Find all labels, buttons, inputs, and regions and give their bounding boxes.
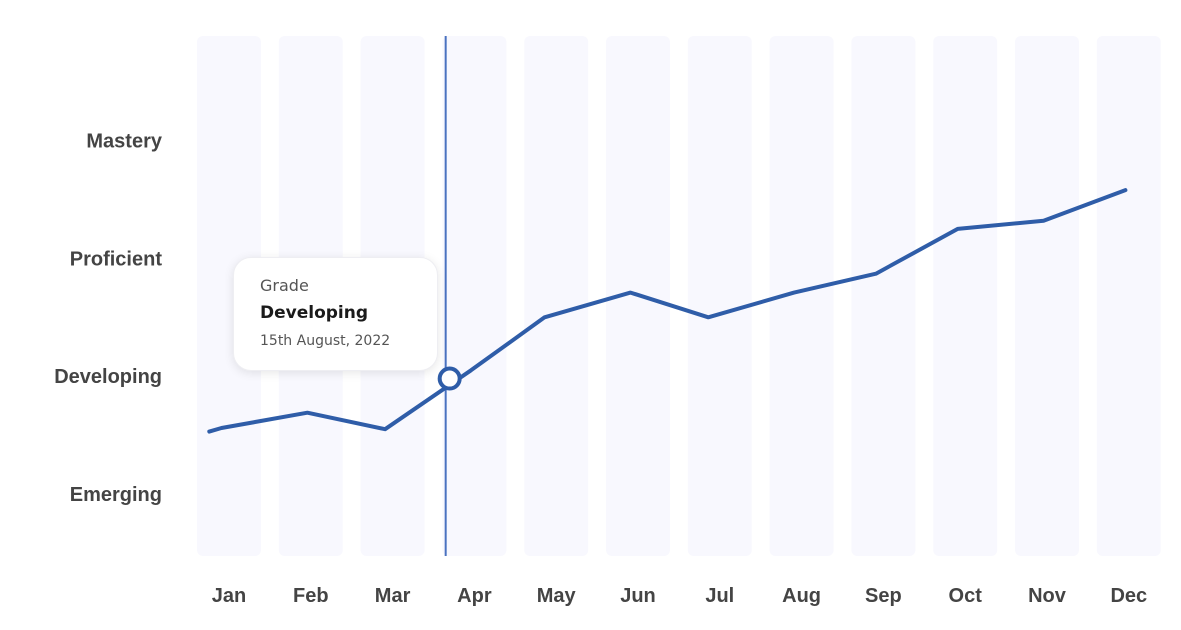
x-tick-label-apr: Apr — [457, 585, 492, 607]
month-bands — [197, 36, 1161, 556]
x-tick-label-may: May — [537, 585, 577, 607]
data-tooltip: Grade Developing 15th August, 2022 — [233, 257, 438, 371]
x-axis-labels: Jan Feb Mar Apr May Jun Jul Aug Sep Oct Nov Dec — [212, 585, 1147, 607]
y-tick-label-emerging: Emerging — [70, 484, 162, 506]
x-tick-label-nov: Nov — [1028, 585, 1067, 607]
tooltip-label: Grade — [260, 276, 309, 295]
series-line — [207, 188, 1128, 434]
x-tick-label-jan: Jan — [212, 585, 246, 607]
y-axis-labels: Emerging Developing Proficient Mastery — [54, 131, 163, 506]
tooltip-value: Developing — [260, 303, 369, 323]
tooltip-date: 15th August, 2022 — [260, 333, 391, 349]
x-tick-label-mar: Mar — [375, 585, 411, 607]
x-tick-label-oct: Oct — [949, 585, 983, 607]
x-tick-label-aug: Aug — [782, 585, 821, 607]
month-band-jan — [197, 36, 261, 556]
x-tick-label-feb: Feb — [293, 585, 329, 607]
x-tick-label-sep: Sep — [865, 585, 902, 607]
month-band-aug — [769, 36, 834, 556]
x-tick-label-jul: Jul — [705, 585, 734, 607]
month-band-may — [524, 36, 589, 556]
x-tick-label-dec: Dec — [1110, 585, 1147, 607]
month-band-dec — [1096, 36, 1161, 556]
y-tick-label-developing: Developing — [54, 366, 162, 388]
month-band-oct — [933, 36, 998, 556]
y-tick-label-mastery: Mastery — [86, 131, 162, 153]
y-tick-label-proficient: Proficient — [70, 248, 163, 270]
x-tick-label-jun: Jun — [620, 585, 656, 607]
month-band-jul — [687, 36, 752, 556]
month-band-sep — [851, 36, 916, 556]
hover-point-marker[interactable] — [437, 366, 462, 391]
month-band-nov — [1015, 36, 1079, 556]
month-band-apr — [442, 36, 507, 556]
